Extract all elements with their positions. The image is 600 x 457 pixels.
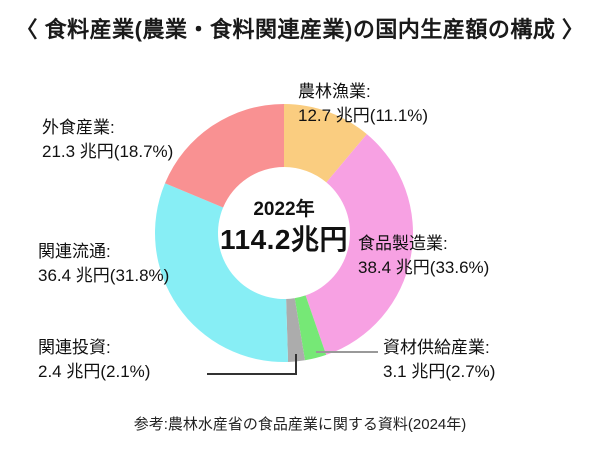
leader-line-kanren-toshi <box>207 354 297 375</box>
label-kanren-ryutsu-value: 36.4 兆円(31.8%) <box>38 266 170 285</box>
page-title: 〈 食料産業(農業・食料関連産業)の国内生産額の構成 〉 <box>15 17 585 42</box>
label-shokuhin-seizo-name: 食品製造業: <box>358 234 448 253</box>
label-kanren-toshi-name: 関連投資: <box>38 338 111 357</box>
source-note: 参考:農林水産省の食品産業に関する資料(2024年) <box>133 416 467 433</box>
label-kanren-toshi-value: 2.4 兆円(2.1%) <box>38 362 151 381</box>
donut-center-label: 2022年 114.2兆円 <box>184 198 384 257</box>
label-shokuhin-seizo: 食品製造業: 38.4 兆円(33.6%) <box>358 232 489 280</box>
label-kanren-toshi: 関連投資: 2.4 兆円(2.1%) <box>38 336 150 384</box>
pie-slice-農林漁業 <box>284 104 367 183</box>
label-gaishoku-sangyo-value: 21.3 兆円(18.7%) <box>42 142 174 161</box>
pie-slice-外食産業 <box>164 104 284 208</box>
pie-slice-資材供給産業 <box>294 295 327 361</box>
label-shizai-kyokyu-value: 3.1 兆円(2.7%) <box>383 362 496 381</box>
label-norin-gyogyo-value: 12.7 兆円(11.1%) <box>298 106 429 125</box>
pie-slice-関連投資 <box>286 298 305 362</box>
label-gaishoku-sangyo-name: 外食産業: <box>42 118 115 137</box>
label-shokuhin-seizo-value: 38.4 兆円(33.6%) <box>358 258 490 277</box>
label-kanren-ryutsu-name: 関連流通: <box>38 242 111 261</box>
pie-slices <box>155 104 413 363</box>
center-total-value: 114.2兆円 <box>219 223 349 255</box>
label-gaishoku-sangyo: 外食産業: 21.3 兆円(18.7%) <box>42 116 173 164</box>
label-norin-gyogyo: 農林漁業: 12.7 兆円(11.1%) <box>298 80 428 128</box>
label-shizai-kyokyu: 資材供給産業: 3.1 兆円(2.7%) <box>383 336 495 384</box>
label-kanren-ryutsu: 関連流通: 36.4 兆円(31.8%) <box>38 240 169 288</box>
label-shizai-kyokyu-name: 資材供給産業: <box>383 338 490 357</box>
center-year: 2022年 <box>253 199 315 220</box>
pie-slice-食品製造業 <box>305 134 413 355</box>
pie-slice-関連流通 <box>155 183 289 363</box>
label-norin-gyogyo-name: 農林漁業: <box>298 82 371 101</box>
